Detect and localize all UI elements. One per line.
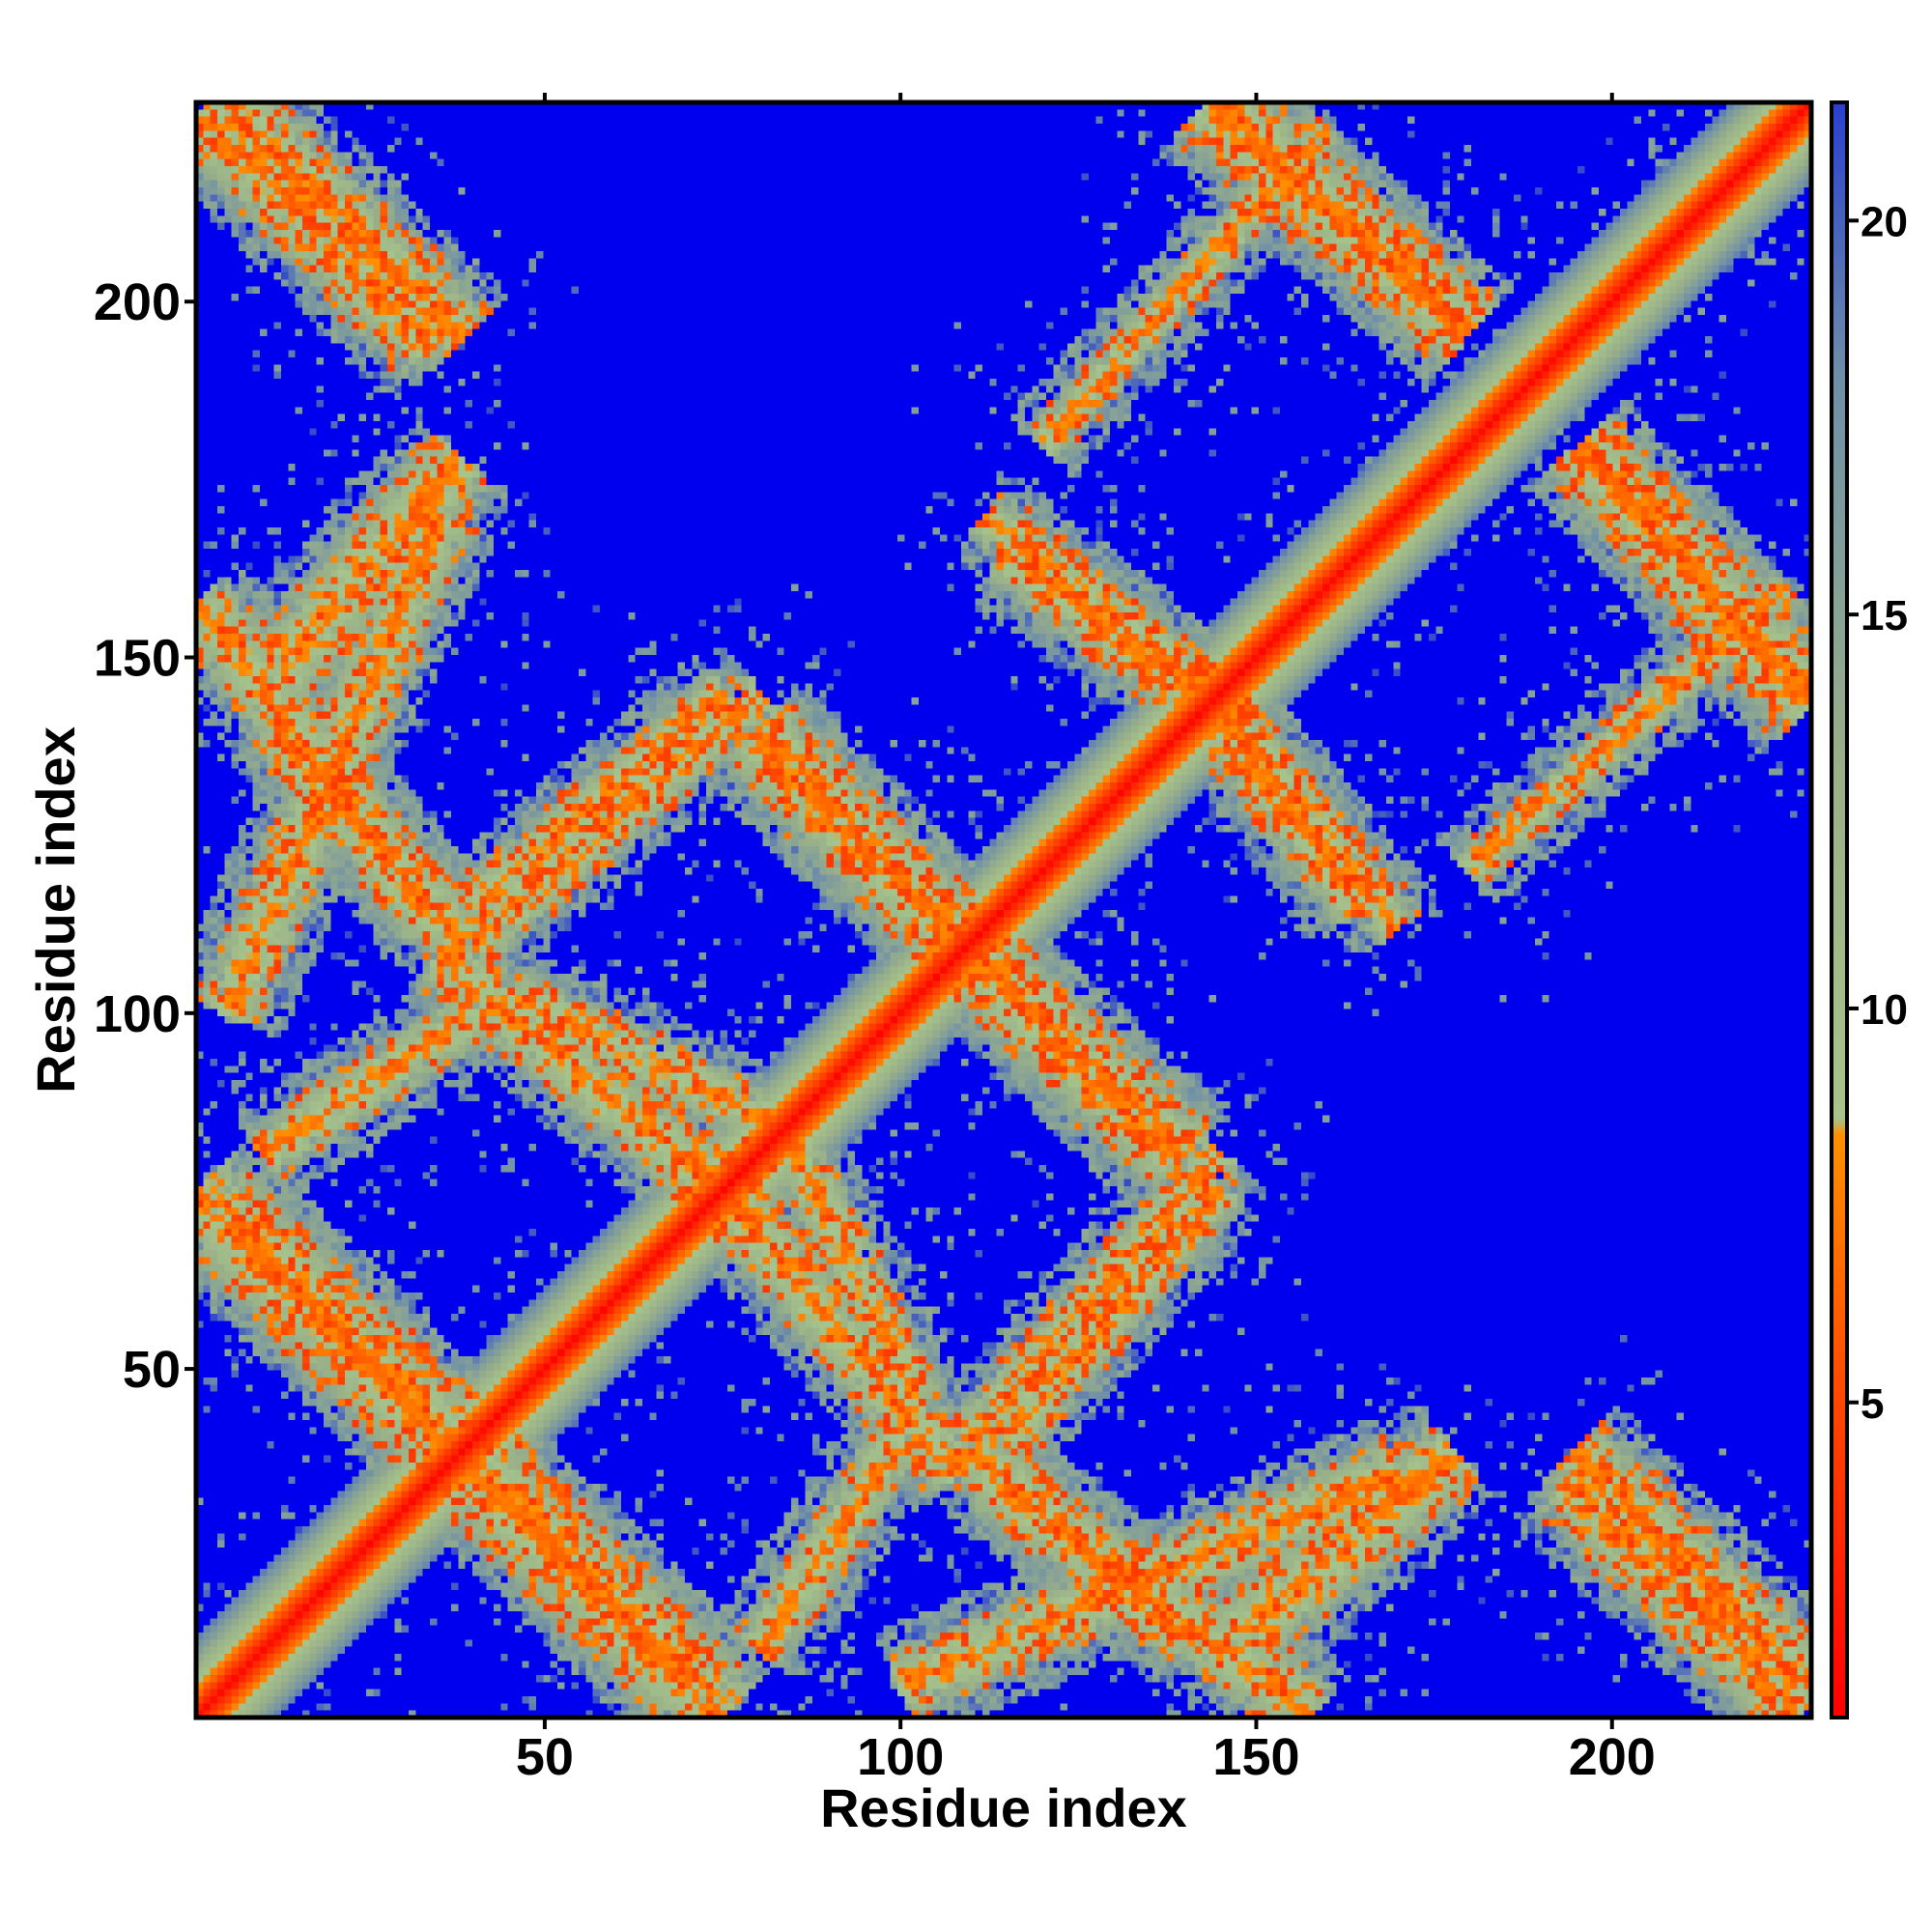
colorbar-gradient (1832, 102, 1847, 1718)
x-axis-title: Residue index (820, 1777, 1187, 1838)
colorbar-tick-label: 20 (1861, 198, 1908, 245)
y-axis-title: Residue index (25, 726, 86, 1094)
x-tick-label: 50 (516, 1728, 574, 1786)
y-tick-label: 100 (94, 985, 181, 1043)
heatmap-plot-area (193, 99, 1814, 1720)
top-axis-ticks (542, 93, 1614, 102)
y-tick-label: 200 (94, 273, 181, 331)
y-tick-label: 50 (123, 1341, 181, 1399)
x-tick-label: 150 (1212, 1728, 1299, 1786)
colorbar-frame (1830, 100, 1849, 1719)
x-axis: 50 100 150 200 (516, 1718, 1656, 1786)
colorbar: 5 10 15 20 (1830, 100, 1908, 1719)
x-tick-label: 200 (1569, 1728, 1656, 1786)
colorbar-tick-label: 5 (1861, 1380, 1884, 1428)
y-tick-label: 150 (94, 630, 181, 688)
x-tick-label: 100 (857, 1728, 944, 1786)
y-axis: 50 100 150 200 (94, 273, 196, 1399)
heatmap-canvas (196, 102, 1811, 1718)
plot-frame (193, 99, 1814, 1720)
colorbar-tick-label: 10 (1861, 986, 1908, 1034)
colorbar-tick-label: 15 (1861, 592, 1908, 639)
colorbar-ticks: 5 10 15 20 (1847, 198, 1908, 1428)
